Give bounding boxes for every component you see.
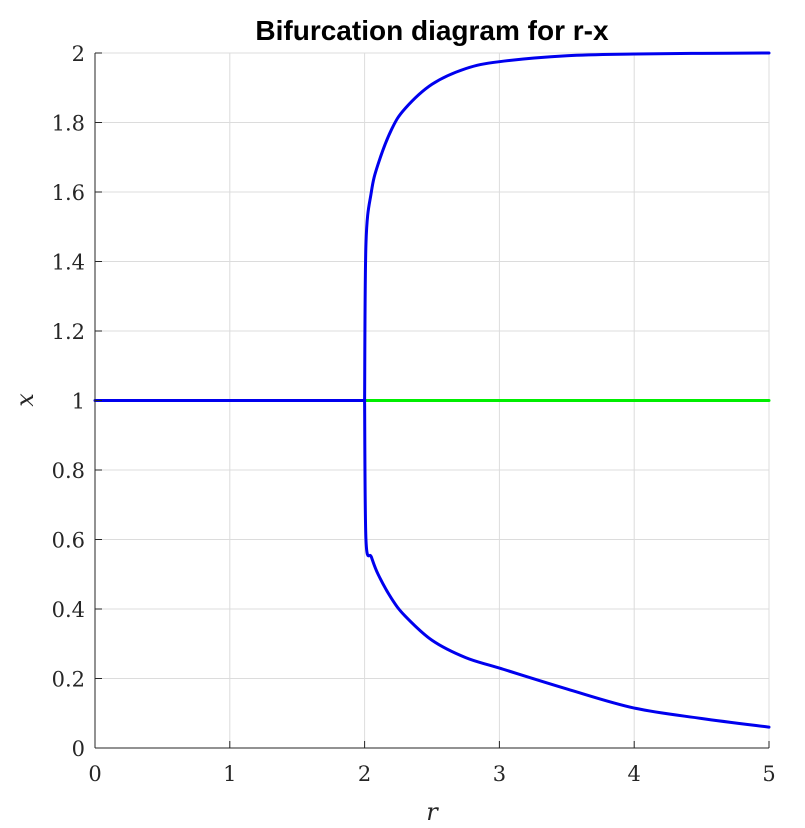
- y-tick-label: 1.2: [52, 320, 85, 344]
- y-tick-label: 2: [72, 42, 85, 66]
- series-line-2: [363, 51, 771, 402]
- y-tick-label: 0.6: [52, 529, 85, 553]
- series-line-3: [363, 399, 771, 729]
- x-tick-label: 2: [358, 762, 371, 786]
- x-tick-label: 5: [762, 762, 775, 786]
- x-tick-label: 0: [88, 762, 101, 786]
- series-layer: [93, 51, 771, 729]
- x-axis-label: r: [426, 798, 439, 826]
- y-tick-label: 0.8: [52, 459, 85, 483]
- x-tick-label: 3: [493, 762, 506, 786]
- y-axis-label: x: [11, 393, 39, 407]
- y-tick-label: 1: [72, 390, 85, 414]
- axes: 0 1 2 3 4 5 0 0.2 0.4 0.6 0.8 1 1.2 1.4 1.6 1.8 2: [52, 42, 776, 786]
- y-tick-label: 0: [72, 737, 85, 761]
- y-tick-label: 0.4: [52, 598, 85, 622]
- y-tick-label: 1.4: [52, 251, 85, 275]
- y-tick-label: 1.8: [52, 112, 85, 136]
- x-tick-label: 1: [223, 762, 236, 786]
- y-tick-label: 1.6: [52, 181, 85, 205]
- y-tick-label: 0.2: [52, 668, 85, 692]
- chart-title: Bifurcation diagram for r-x: [255, 15, 609, 46]
- x-tick-label: 4: [628, 762, 641, 786]
